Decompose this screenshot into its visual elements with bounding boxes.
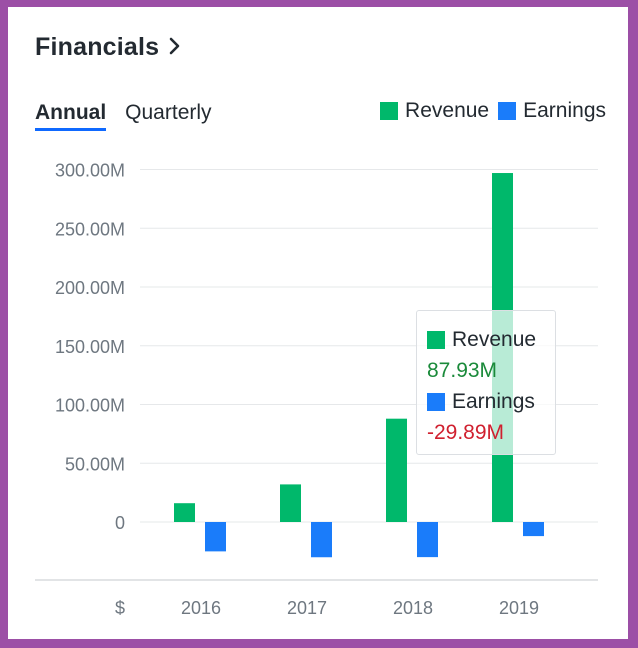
legend-swatch-earnings [498, 102, 517, 120]
financials-header-link[interactable]: Financials [35, 33, 181, 62]
bar-earnings [417, 522, 438, 558]
bar-earnings [205, 522, 226, 552]
tooltip-revenue-value: 87.93M [427, 359, 498, 382]
financials-card: Financials Annual Quarterly Revenue Earn… [8, 7, 628, 639]
chart-tooltip: Revenue 87.93M Earnings -29.89M [416, 310, 556, 455]
y-tick-label: 100.00M [55, 396, 125, 416]
x-tick-label: 2019 [499, 598, 539, 618]
y-tick-label: 250.00M [55, 219, 125, 239]
y-tick-label: 150.00M [55, 337, 125, 357]
legend-item-earnings[interactable]: Earnings [498, 99, 606, 123]
bar-earnings [523, 522, 544, 537]
tab-annual[interactable]: Annual [35, 101, 107, 131]
bar-revenue [386, 418, 407, 522]
legend-swatch-revenue [380, 102, 399, 120]
y-tick-label: 50.00M [65, 454, 125, 474]
tooltip-revenue-row: Revenue [427, 325, 545, 355]
tab-quarterly[interactable]: Quarterly [125, 101, 212, 124]
currency-label: $ [115, 598, 125, 618]
chevron-right-icon [169, 37, 181, 60]
y-tick-label: 0 [115, 513, 125, 533]
legend-item-revenue[interactable]: Revenue [380, 99, 489, 123]
tooltip-earnings-row: Earnings [427, 387, 545, 417]
tooltip-revenue-label: Revenue [452, 328, 537, 351]
tooltip-earnings-label: Earnings [452, 390, 535, 413]
tooltip-earnings-value: -29.89M [427, 421, 505, 444]
legend-label-earnings: Earnings [523, 99, 606, 122]
bar-earnings [311, 522, 332, 558]
bar-revenue [174, 503, 195, 522]
x-tick-label: 2016 [181, 598, 221, 618]
tooltip-swatch-earnings [427, 393, 445, 411]
legend-label-revenue: Revenue [405, 99, 490, 122]
x-tick-label: 2018 [393, 598, 433, 618]
period-tabs: Annual Quarterly [35, 101, 231, 131]
chart-legend: Revenue Earnings [371, 99, 606, 123]
bar-revenue [280, 484, 301, 522]
y-tick-label: 200.00M [55, 278, 125, 298]
y-tick-label: 300.00M [55, 161, 125, 181]
card-title: Financials [35, 33, 160, 61]
x-tick-label: 2017 [287, 598, 327, 618]
tooltip-swatch-revenue [427, 331, 445, 349]
